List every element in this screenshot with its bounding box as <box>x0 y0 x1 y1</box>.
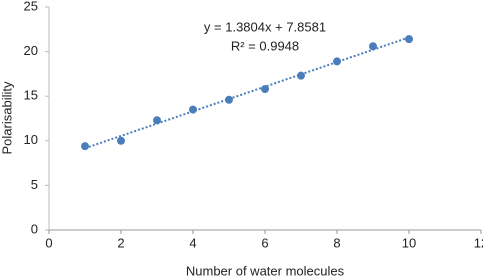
x-tick-label: 8 <box>333 235 340 250</box>
data-point <box>81 142 89 151</box>
data-point <box>225 95 233 104</box>
x-tick-label: 10 <box>402 235 416 250</box>
x-tick-label: 12 <box>474 235 483 250</box>
y-tick-label: 5 <box>31 177 38 192</box>
y-tick-label: 10 <box>24 132 38 147</box>
data-point <box>333 57 341 66</box>
x-tick-label: 4 <box>189 235 196 250</box>
trendline-equation: y = 1.3804x + 7.8581 <box>204 19 326 34</box>
y-tick-label: 20 <box>24 43 38 58</box>
data-point <box>189 105 197 114</box>
y-tick-label: 15 <box>24 88 38 103</box>
y-tick-label: 0 <box>31 221 38 236</box>
data-point <box>261 85 269 94</box>
x-tick-label: 6 <box>261 235 268 250</box>
x-tick-label: 0 <box>45 235 52 250</box>
x-tick-label: 2 <box>117 235 124 250</box>
data-point <box>297 71 305 80</box>
r-squared: R² = 0.9948 <box>231 38 299 53</box>
y-tick-label: 25 <box>24 0 38 13</box>
trendline <box>84 36 410 150</box>
data-point <box>117 136 125 145</box>
x-axis-title: Number of water molecules <box>186 263 345 278</box>
data-point <box>405 35 413 44</box>
data-point <box>153 116 161 125</box>
y-axis-title: Polarisability <box>0 81 14 154</box>
data-point <box>369 42 377 51</box>
